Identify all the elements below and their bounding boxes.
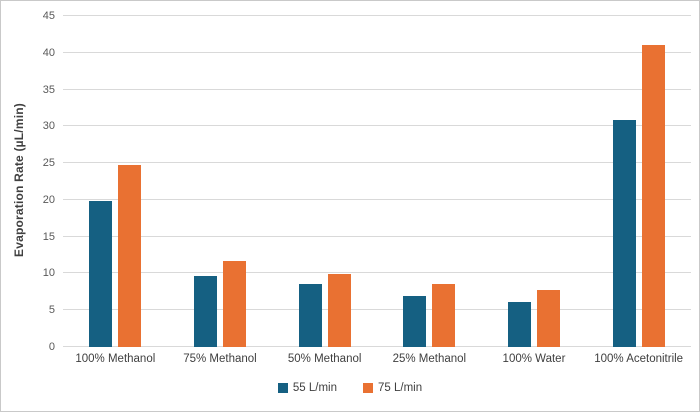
y-tick-label-35: 35 [42,83,55,96]
bar-group-5 [482,16,587,347]
gridline-y-0 [63,346,691,347]
bar-55-l-min-4 [403,295,427,347]
legend-item-75-l-min: 75 L/min [363,382,422,394]
bar-75-l-min-6 [641,44,665,347]
y-tick-label-40: 40 [42,46,55,59]
plot-area [63,15,691,347]
y-tick-label-45: 45 [42,10,55,22]
bar-group-4 [377,16,482,347]
gridline-y-5 [63,309,691,311]
y-tick-label-15: 15 [42,230,55,243]
legend-swatch-icon [363,383,373,393]
gridline-y-15 [63,235,691,237]
x-axis-label-6: 100% Acetonitrile [594,353,684,365]
gridline-y-20 [63,198,691,200]
x-axis-label-3: 50% Methanol [287,353,362,365]
bar-group-1 [63,16,168,347]
legend: 55 L/min 75 L/min [1,382,699,394]
legend-item-55-l-min: 55 L/min [277,382,337,394]
bar-group-3 [272,16,377,347]
gridline-y-40 [63,51,691,53]
bar-75-l-min-3 [327,274,351,347]
gridline-y-30 [63,125,691,127]
y-tick-label-20: 20 [42,193,55,206]
legend-label: 75 L/min [378,382,423,394]
gridline-y-10 [63,272,691,274]
y-tick-label-5: 5 [48,304,55,317]
bar-55-l-min-1 [89,201,113,347]
bar-group-2 [168,16,273,347]
legend-label: 55 L/min [292,382,337,394]
y-tick-label-30: 30 [42,120,55,133]
y-tick-label-10: 10 [42,267,55,280]
bar-75-l-min-2 [222,260,246,347]
y-tick-label-25: 25 [42,157,55,170]
gridline-y-25 [63,162,691,164]
bar-55-l-min-5 [507,302,531,347]
x-axis-label-5: 100% Water [502,353,566,365]
bar-55-l-min-2 [193,275,217,347]
gridline-y-45 [63,15,691,16]
bar-55-l-min-3 [298,283,322,347]
bar-75-l-min-1 [118,164,142,347]
gridline-y-35 [63,88,691,90]
x-axis-label-2: 75% Methanol [183,353,257,365]
bar-55-l-min-6 [612,120,636,347]
y-tick-label-0: 0 [48,341,55,353]
x-axis-label-1: 100% Methanol [75,353,156,365]
legend-swatch-icon [277,383,288,393]
x-axis-label-4: 25% Methanol [392,353,467,365]
bar-group-6 [586,16,691,347]
bar-75-l-min-5 [536,289,560,347]
bar-75-l-min-4 [432,283,456,347]
